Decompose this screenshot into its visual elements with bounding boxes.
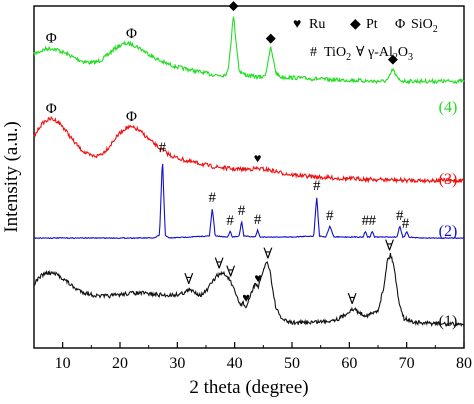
x-tick-label: 70 (399, 355, 415, 372)
sio2-marker: Φ (46, 30, 57, 46)
alumina-marker: ∀ (226, 264, 235, 280)
plot-frame (33, 5, 465, 349)
tio2-marker: # (402, 216, 410, 232)
x-axis-ticks: 10 20 30 40 50 60 70 80 (55, 342, 472, 372)
series-line-1 (33, 252, 465, 328)
x-axis-title: 2 theta (degree) (189, 377, 308, 398)
pt-marker: ◆ (388, 51, 398, 66)
x-tick-label: 60 (341, 355, 357, 372)
sio2-marker: Φ (46, 101, 57, 117)
series-labels: (4) (3) (2) (1) (439, 99, 458, 330)
ru-legend-symbol: ♥ (293, 17, 301, 32)
tio2-marker: # (226, 213, 234, 229)
tio2-marker: # (159, 140, 167, 156)
alumina-marker: ∀ (348, 292, 357, 308)
ru-legend-label: Ru (309, 17, 325, 32)
tio2-marker: # (313, 178, 321, 194)
alumina-marker: ∀ (184, 272, 193, 288)
series-label-2: (2) (439, 223, 458, 240)
tio2-marker: # (254, 212, 262, 228)
alumina-marker: ∀ (385, 239, 394, 255)
legend: ♥ Ru ◆ Pt Φ SiO2 # TiO2 ∀ γ-Al2O3 (293, 17, 438, 63)
tio2-marker: # (209, 190, 217, 206)
sio2-legend-label: SiO2 (411, 17, 438, 35)
alumina-legend-label: γ-Al2O3 (367, 45, 413, 63)
pt-legend-symbol: ◆ (350, 17, 361, 32)
pt-legend-label: Pt (366, 17, 378, 32)
alumina-marker: ∀ (263, 246, 272, 262)
tio2-legend-label: TiO2 (324, 45, 351, 63)
sio2-legend-symbol: Φ (395, 17, 405, 32)
y-axis-title: Intensity (a.u.) (1, 121, 22, 232)
x-tick-label: 50 (284, 355, 300, 372)
series-label-4: (4) (439, 99, 458, 116)
series-line-3 (33, 115, 465, 185)
tio2-marker: # (369, 213, 377, 229)
sio2-marker: Φ (126, 26, 137, 42)
pt-marker: ◆ (266, 30, 276, 45)
tio2-marker: # (396, 208, 404, 224)
tio2-marker: # (238, 203, 246, 219)
tio2-marker: # (326, 208, 334, 224)
ru-marker: ♥ (242, 290, 250, 305)
annotation-layer: ◆◆◆Φ ΦΦΦ♥####### # # ##∀∀ ∀♥♥∀∀∀ (46, 0, 410, 308)
sio2-marker: Φ (126, 109, 137, 125)
series-layer (33, 16, 465, 328)
tio2-legend-symbol: # (310, 45, 317, 60)
pt-marker: ◆ (229, 0, 239, 13)
x-tick-label: 80 (456, 355, 472, 372)
series-line-4 (33, 16, 465, 85)
x-tick-label: 20 (112, 355, 128, 372)
series-label-1: (1) (439, 313, 458, 330)
ru-marker: ♥ (254, 271, 262, 286)
alumina-legend-symbol: ∀ (356, 45, 365, 60)
series-line-2 (33, 163, 465, 240)
tio2-marker: # (362, 213, 370, 229)
x-tick-label: 30 (169, 355, 185, 372)
ru-marker: ♥ (254, 151, 262, 166)
series-label-3: (3) (439, 171, 458, 188)
x-tick-label: 10 (55, 355, 71, 372)
alumina-marker: ∀ (215, 257, 224, 273)
x-tick-label: 40 (227, 355, 243, 372)
